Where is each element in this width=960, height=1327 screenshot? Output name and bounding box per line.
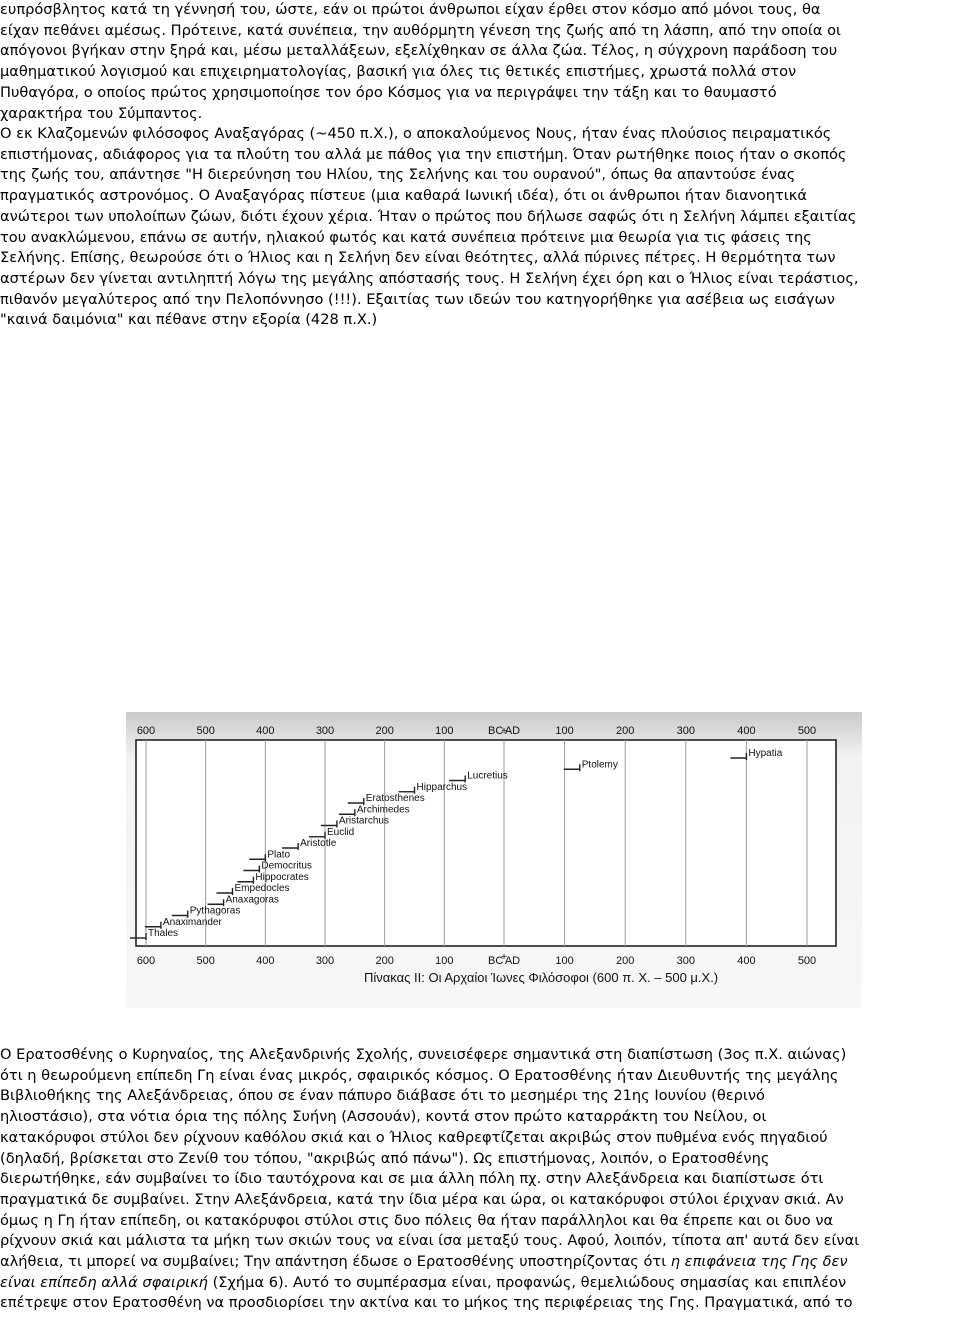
text-line: Πυθαγόρα, ο οποίος πρώτος χρησιμοποίησε … (0, 83, 777, 101)
philosopher-label: Ptolemy (582, 759, 618, 770)
top-axis-tick-label: 300 (677, 725, 695, 737)
text-line: μαθηματικού λογισμού και επιχειρηματολογ… (0, 63, 797, 81)
top-axis-tick-label: 200 (616, 725, 634, 737)
philosopher-label: Hypatia (748, 748, 782, 759)
timeline-chart: 600 500 400 300 200 100 BC AD 100 200 300 400 500+ 6… (126, 712, 862, 1008)
text-line: Σελήνης. Επίσης, θεωρούσε ότι ο Ήλιος κα… (0, 249, 836, 267)
philosopher-label: Eratosthenes (366, 793, 425, 804)
text-line: επιστήμονας, αδιάφορος για τα πλούτη του… (0, 145, 847, 163)
top-axis-tick-label: 500 (798, 725, 816, 737)
text-line: απόγονοι βγήκαν στην ξηρά και, μέσω μετα… (0, 42, 838, 60)
paragraph-eratosthenes: Ο Ερατοσθένης ο Κυρηναίος, της Αλεξανδρι… (0, 1045, 958, 1314)
philosopher-label: Aristotle (300, 838, 337, 849)
text-line: χαρακτήρα του Σύμπαντος. (0, 104, 203, 122)
paragraph-anaximander: ευπρόσβλητος κατά τη γέννησή του, ώστε, … (0, 0, 958, 124)
text-line: Ο Ερατοσθένης ο Κυρηναίος, της Αλεξανδρι… (0, 1046, 847, 1063)
timeline-figure: 600 500 400 300 200 100 BC AD 100 200 300 400 500 + 6… (126, 712, 862, 1008)
italic-phrase: είναι επίπεδη αλλά σφαιρική (0, 1273, 208, 1291)
text-line: κατακόρυφοι στύλοι δεν ρίχνουν καθόλου σ… (0, 1128, 828, 1146)
bottom-axis-tick-label: 300 (316, 955, 334, 967)
philosopher-label: Euclid (327, 827, 354, 838)
bottom-axis-tick-label: AD (505, 955, 520, 967)
top-axis-tick-label: 100 (555, 725, 573, 737)
philosopher-label: Lucretius (467, 771, 508, 782)
bottom-axis-tick-label: 500 (798, 955, 816, 967)
philosopher-label: Hippocrates (255, 872, 308, 883)
text-line: πραγματικά δε συμβαίνει. Στην Αλεξάνδρει… (0, 1190, 844, 1208)
bottom-axis-tick-label: 100 (555, 955, 573, 967)
top-axis-tick-label: 300 (316, 725, 334, 737)
text-line: αστέρων δεν γίνεται αντιληπτή λόγω της μ… (0, 269, 859, 287)
philosopher-label: Anaximander (163, 917, 223, 928)
text-line: "καινά δαιμόνια" και πέθανε στην εξορία … (0, 311, 378, 329)
philosopher-label: Empedocles (235, 883, 290, 894)
text-line: είχαν πεθάνει αμέσως. Πρότεινε, κατά συν… (0, 21, 841, 39)
text-line: ευπρόσβλητος κατά τη γέννησή του, ώστε, … (0, 1, 821, 18)
text-line: της ζωής του, απάντησε "Η διερεύνηση του… (0, 166, 796, 184)
top-axis-tick-label: BC (488, 725, 503, 737)
bottom-axis-tick-label: 600 (137, 955, 155, 967)
text-line: Ο εκ Κλαζομενών φιλόσοφος Αναξαγόρας (~4… (0, 125, 832, 142)
bottom-axis-tick-label: 200 (616, 955, 634, 967)
philosopher-label: Aristarchus (339, 816, 389, 827)
top-axis-tick-label: 100 (435, 725, 453, 737)
text-line: ότι η θεωρούμενη επίπεδη Γη είναι ένας μ… (0, 1066, 839, 1084)
era-marker: + (501, 952, 507, 963)
philosopher-label: Thales (148, 928, 178, 939)
text-line: πιθανόν μεγαλύτερος από την Πελοπόννησο … (0, 290, 835, 308)
bottom-axis-tick-label: 200 (375, 955, 393, 967)
text-line: πραγματικός αστρονόμος. Ο Αναξαγόρας πίσ… (0, 187, 807, 205)
bottom-axis-tick-label: 400 (737, 955, 755, 967)
text-line: επέτρεψε στον Ερατοσθένη να προσδιορίσει… (0, 1294, 853, 1312)
italic-phrase: η επιφάνεια της Γης δεν (670, 1253, 848, 1271)
top-axis-tick-label: 400 (256, 725, 274, 737)
top-axis-tick-label: 500 (196, 725, 214, 737)
era-marker: + (501, 726, 507, 737)
text-line: ρίχνουν σκιά και μάλιστα τα μήκη των σκι… (0, 1232, 860, 1250)
text-line: (δηλαδή, βρίσκεται στο Ζενίθ του τόπου, … (0, 1149, 770, 1167)
chart-frame (135, 739, 837, 947)
top-axis-tick-label: 600 (137, 725, 155, 737)
philosopher-label: Plato (267, 849, 290, 860)
text-line: ηλιοστάσιο), στα νότια όρια της πόλης Συ… (0, 1108, 767, 1126)
text-line: Βιβλιοθήκης της Αλεξάνδρειας, όπου σε έν… (0, 1087, 765, 1105)
bottom-axis-tick-label: 100 (435, 955, 453, 967)
philosopher-label: Pythagoras (190, 906, 241, 917)
text-line: διερωτήθηκε, εάν συμβαίνει το ίδιο ταυτό… (0, 1170, 824, 1188)
philosopher-label: Archimedes (357, 804, 410, 815)
top-axis-tick-label: 400 (737, 725, 755, 737)
bottom-axis-tick-label: BC (488, 955, 503, 967)
text-line: του ανακλώμενου, επάνω σε αυτήν, ηλιακού… (0, 228, 812, 246)
bottom-axis-tick-label: 500 (196, 955, 214, 967)
text-line: ανώτεροι των υπολοίπων ζώων, διότι έχουν… (0, 207, 857, 225)
bottom-axis-tick-label: 400 (256, 955, 274, 967)
text-segment: αλήθεια, τι μπορεί να συμβαίνει; Την απά… (0, 1253, 667, 1271)
philosopher-label: Anaxagoras (226, 894, 279, 905)
paragraph-anaxagoras: Ο εκ Κλαζομενών φιλόσοφος Αναξαγόρας (~4… (0, 124, 958, 331)
text-segment: (Σχήμα 6). Αυτό το συμπέρασμα είναι, προ… (212, 1273, 847, 1291)
philosopher-label: Hipparchus (417, 782, 468, 793)
top-axis-tick-label: 200 (375, 725, 393, 737)
figure-caption: Πίνακας ΙΙ: Οι Αρχαίοι Ίωνες Φιλόσοφοι (… (364, 970, 718, 985)
top-axis-tick-label: AD (505, 725, 520, 737)
bottom-axis-tick-label: 300 (677, 955, 695, 967)
text-line: όμως η Γη ήταν επίπεδη, οι κατακόρυφοι σ… (0, 1211, 834, 1229)
philosopher-label: Democritus (261, 861, 312, 872)
text-line: είναι επίπεδη αλλά σφαιρική (Σχήμα 6). Α… (0, 1273, 958, 1294)
text-line: αλήθεια, τι μπορεί να συμβαίνει; Την απά… (0, 1252, 958, 1273)
